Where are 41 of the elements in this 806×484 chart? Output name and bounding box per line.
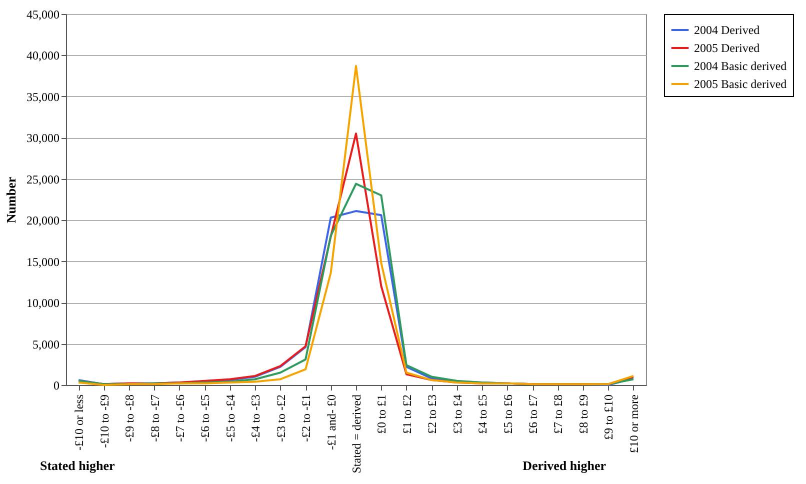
x-tick-label: £7 to £8 <box>551 394 566 434</box>
legend-label: 2005 Derived <box>694 41 760 55</box>
y-tick-label: 0 <box>54 378 60 392</box>
y-tick-label: 25,000 <box>26 172 60 186</box>
x-tick-label: -£2 to -£1 <box>299 394 314 442</box>
legend-label: 2004 Derived <box>694 23 760 37</box>
x-tick-label: £9 to £10 <box>602 394 616 440</box>
y-tick-label: 30,000 <box>26 131 60 146</box>
x-tick-label: £3 to £4 <box>450 394 464 434</box>
legend-label: 2004 Basic derived <box>694 59 787 73</box>
x-tick-label: -£10 to -£9 <box>97 394 112 448</box>
legend-label: 2005 Basic derived <box>694 77 787 91</box>
y-tick-label: 10,000 <box>26 296 60 310</box>
y-tick-label: 45,000 <box>26 8 60 22</box>
x-tick-label: -£4 to -£3 <box>248 394 263 442</box>
y-tick-label: 40,000 <box>26 48 60 63</box>
y-tick-label: 20,000 <box>26 214 60 228</box>
x-tick-label: -£7 to -£6 <box>172 394 187 442</box>
x-tick-label: £6 to £7 <box>526 394 540 434</box>
x-tick-label: -£10 or less <box>72 394 86 450</box>
x-tick-label: -£8 to -£7 <box>148 394 162 442</box>
x-tick-label: -£1 and- £0 <box>324 394 338 450</box>
x-tick-label: £2 to £3 <box>425 394 440 434</box>
x-tick-label: £4 to £5 <box>476 394 490 434</box>
y-tick-label: 5,000 <box>32 337 60 352</box>
x-tick-label: £8 to £9 <box>576 394 590 434</box>
x-tick-label: £5 to £6 <box>500 394 515 434</box>
x-tick-label: Stated = derived <box>350 394 364 474</box>
y-tick-label: 35,000 <box>26 90 60 104</box>
x-tick-label: -£3 to -£2 <box>274 394 288 442</box>
x-tick-label: -£5 to -£4 <box>223 394 238 442</box>
x-tick-label: -£6 to -£5 <box>198 394 212 442</box>
x-tick-label: £10 or more <box>626 394 641 454</box>
text: Stated higher <box>40 458 115 474</box>
x-tick-label: £1 to £2 <box>400 394 414 434</box>
y-axis-title: Number <box>4 176 18 224</box>
x-tick-label: -£9 to -£8 <box>122 394 137 442</box>
text: Derived higher <box>522 458 606 474</box>
y-tick-label: 15,000 <box>26 254 60 269</box>
line-series <box>78 64 634 386</box>
x-tick-label: £0 to £1 <box>374 394 389 434</box>
